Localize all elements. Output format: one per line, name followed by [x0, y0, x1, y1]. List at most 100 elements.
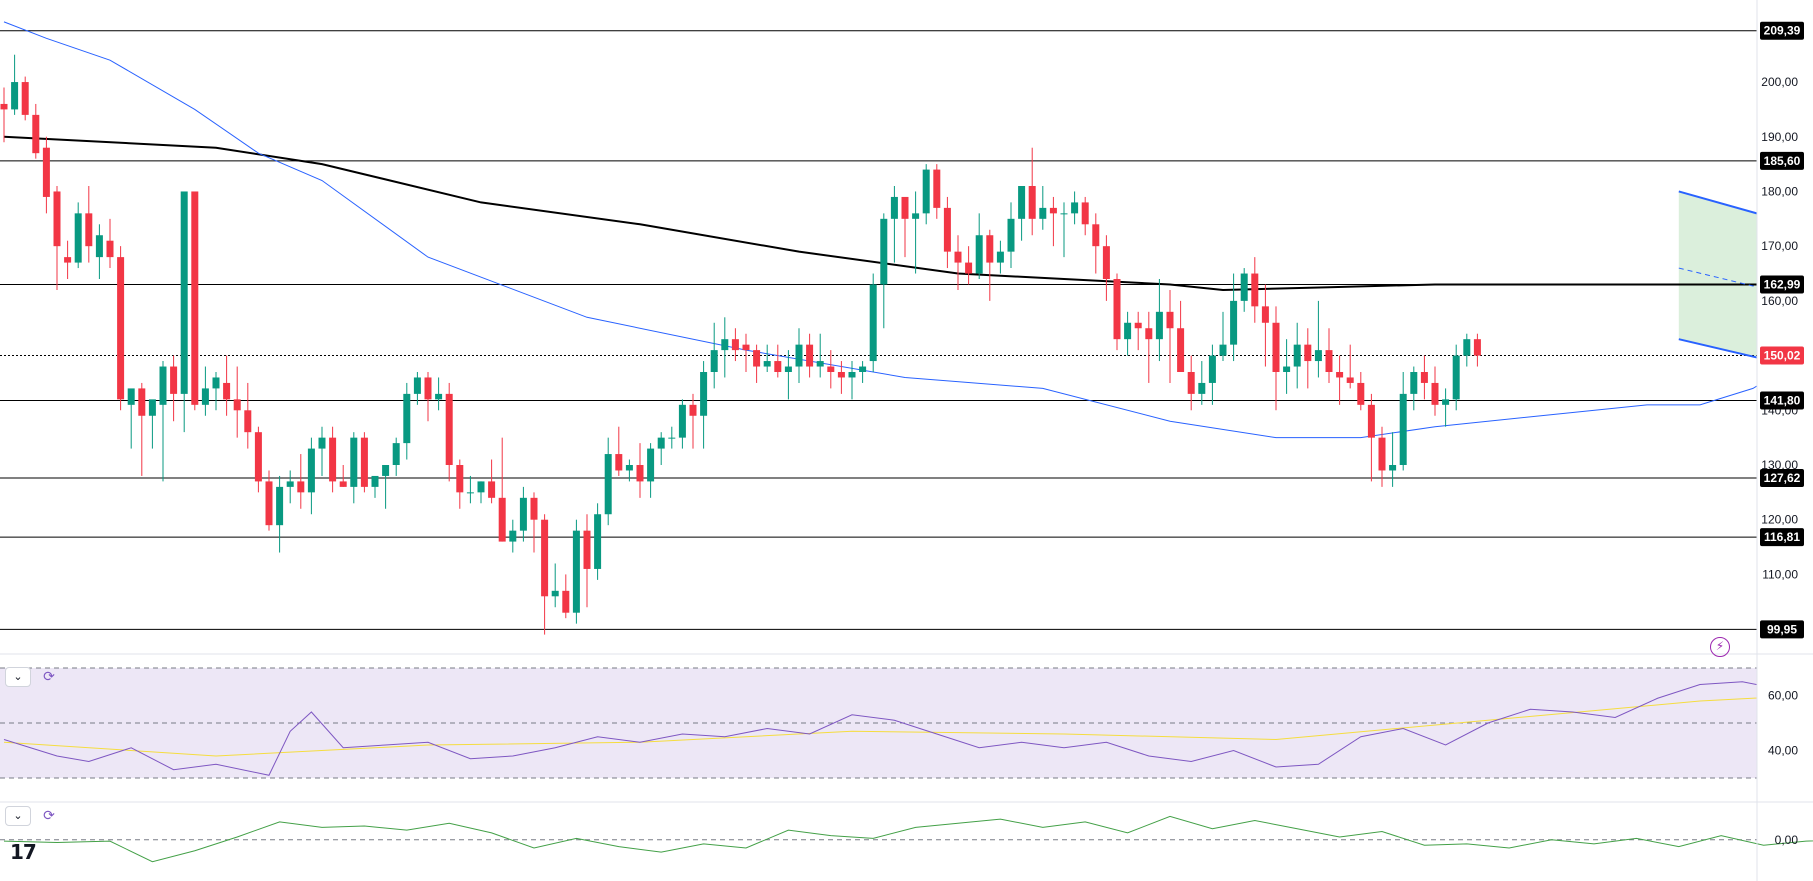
- price-tick-label: 190,00: [1761, 130, 1798, 144]
- candle: [901, 196, 909, 258]
- candle: [1410, 366, 1418, 411]
- candle-body: [1230, 300, 1238, 345]
- candle: [625, 459, 633, 482]
- rsi-line: [3, 681, 1757, 776]
- candle-body: [986, 235, 994, 263]
- candle-body: [1007, 218, 1015, 252]
- candle: [233, 366, 241, 438]
- candle-body: [180, 191, 188, 394]
- candle: [85, 186, 93, 263]
- candle-body: [350, 437, 358, 487]
- candle-body: [1304, 344, 1312, 362]
- candle: [880, 213, 888, 329]
- candle-body: [806, 344, 814, 367]
- candle-body: [784, 366, 792, 372]
- level-badge: [1760, 620, 1804, 639]
- candle: [1251, 257, 1259, 323]
- oscillator-pane[interactable]: [0, 815, 1813, 863]
- rsi-pane[interactable]: [0, 654, 1813, 779]
- candle-body: [933, 169, 941, 208]
- candle: [1463, 333, 1471, 367]
- candle: [1473, 333, 1481, 367]
- candle: [657, 432, 665, 465]
- candle: [159, 361, 167, 482]
- price-plot: [0, 21, 1757, 635]
- candle: [307, 437, 315, 515]
- candle-body: [339, 481, 347, 487]
- candle-body: [1240, 273, 1248, 301]
- candle: [519, 486, 527, 542]
- candle-body: [625, 465, 633, 471]
- candle: [1272, 306, 1280, 411]
- price-pane[interactable]: [0, 21, 1813, 803]
- candle-body: [530, 497, 538, 520]
- level-badge-label: 209,39: [1764, 24, 1801, 38]
- candle: [127, 388, 135, 449]
- candle: [806, 333, 814, 378]
- price-axis[interactable]: 200,00190,00180,00170,00160,00140,00130,…: [1756, 0, 1804, 881]
- price-tick-label: 200,00: [1761, 75, 1798, 89]
- candle: [329, 426, 337, 493]
- rsi-plot: [3, 681, 1757, 776]
- candle: [678, 399, 686, 449]
- candle-body: [742, 344, 750, 351]
- candle: [466, 475, 474, 504]
- candle-body: [11, 82, 19, 110]
- candle-body: [371, 475, 379, 487]
- candle: [53, 186, 61, 290]
- candle: [1283, 339, 1291, 394]
- candle: [276, 475, 284, 553]
- candle: [488, 459, 496, 504]
- rsi-tick-label: 40,00: [1768, 744, 1798, 758]
- candle: [148, 399, 156, 449]
- refresh-oscillator-icon[interactable]: ⟳: [43, 808, 55, 824]
- candle: [572, 519, 580, 624]
- candle-body: [795, 344, 803, 367]
- candle-body: [975, 235, 983, 274]
- candle: [318, 426, 326, 476]
- candle: [1346, 344, 1354, 389]
- candle-body: [1272, 322, 1280, 372]
- candle: [848, 361, 856, 400]
- candle-body: [1060, 213, 1068, 215]
- candle-body: [859, 366, 867, 372]
- candle-body: [848, 372, 856, 378]
- level-badge: [1760, 21, 1804, 40]
- candle: [74, 202, 82, 269]
- candle-body: [74, 213, 82, 263]
- candle: [117, 246, 125, 411]
- candle-body: [880, 218, 888, 285]
- level-badge-label: 116,81: [1764, 530, 1800, 544]
- candle-body: [1442, 399, 1450, 405]
- candle: [965, 246, 973, 285]
- oscillator-tick-label: 0,00: [1775, 833, 1799, 847]
- collapse-oscillator-button[interactable]: ⌄: [5, 806, 31, 826]
- candle-body: [212, 377, 220, 389]
- candle-body: [1463, 339, 1471, 356]
- candle-body: [901, 196, 909, 219]
- candle-body: [276, 486, 284, 526]
- candle: [859, 361, 867, 383]
- candle: [382, 465, 390, 509]
- candle-body: [297, 481, 305, 493]
- candle: [297, 454, 305, 509]
- lightning-icon[interactable]: ⚡: [1710, 637, 1730, 657]
- ma-short-line: [3, 21, 1757, 439]
- candle-body: [127, 388, 135, 405]
- candle-body: [912, 213, 920, 219]
- level-badge-label: 141,80: [1764, 393, 1801, 407]
- candle: [1092, 213, 1100, 274]
- tradingview-logo-icon[interactable]: 17: [10, 840, 37, 864]
- candle: [1389, 432, 1397, 487]
- candle-body: [159, 366, 167, 405]
- candle-body: [265, 481, 273, 526]
- candle-body: [424, 377, 432, 400]
- candle-body: [594, 514, 602, 569]
- candle-body: [498, 497, 506, 542]
- candle-body: [509, 530, 517, 542]
- refresh-rsi-icon[interactable]: ⟳: [43, 669, 55, 685]
- collapse-rsi-button[interactable]: ⌄: [5, 667, 31, 687]
- candle-body: [1208, 355, 1216, 383]
- candle-body: [678, 404, 686, 438]
